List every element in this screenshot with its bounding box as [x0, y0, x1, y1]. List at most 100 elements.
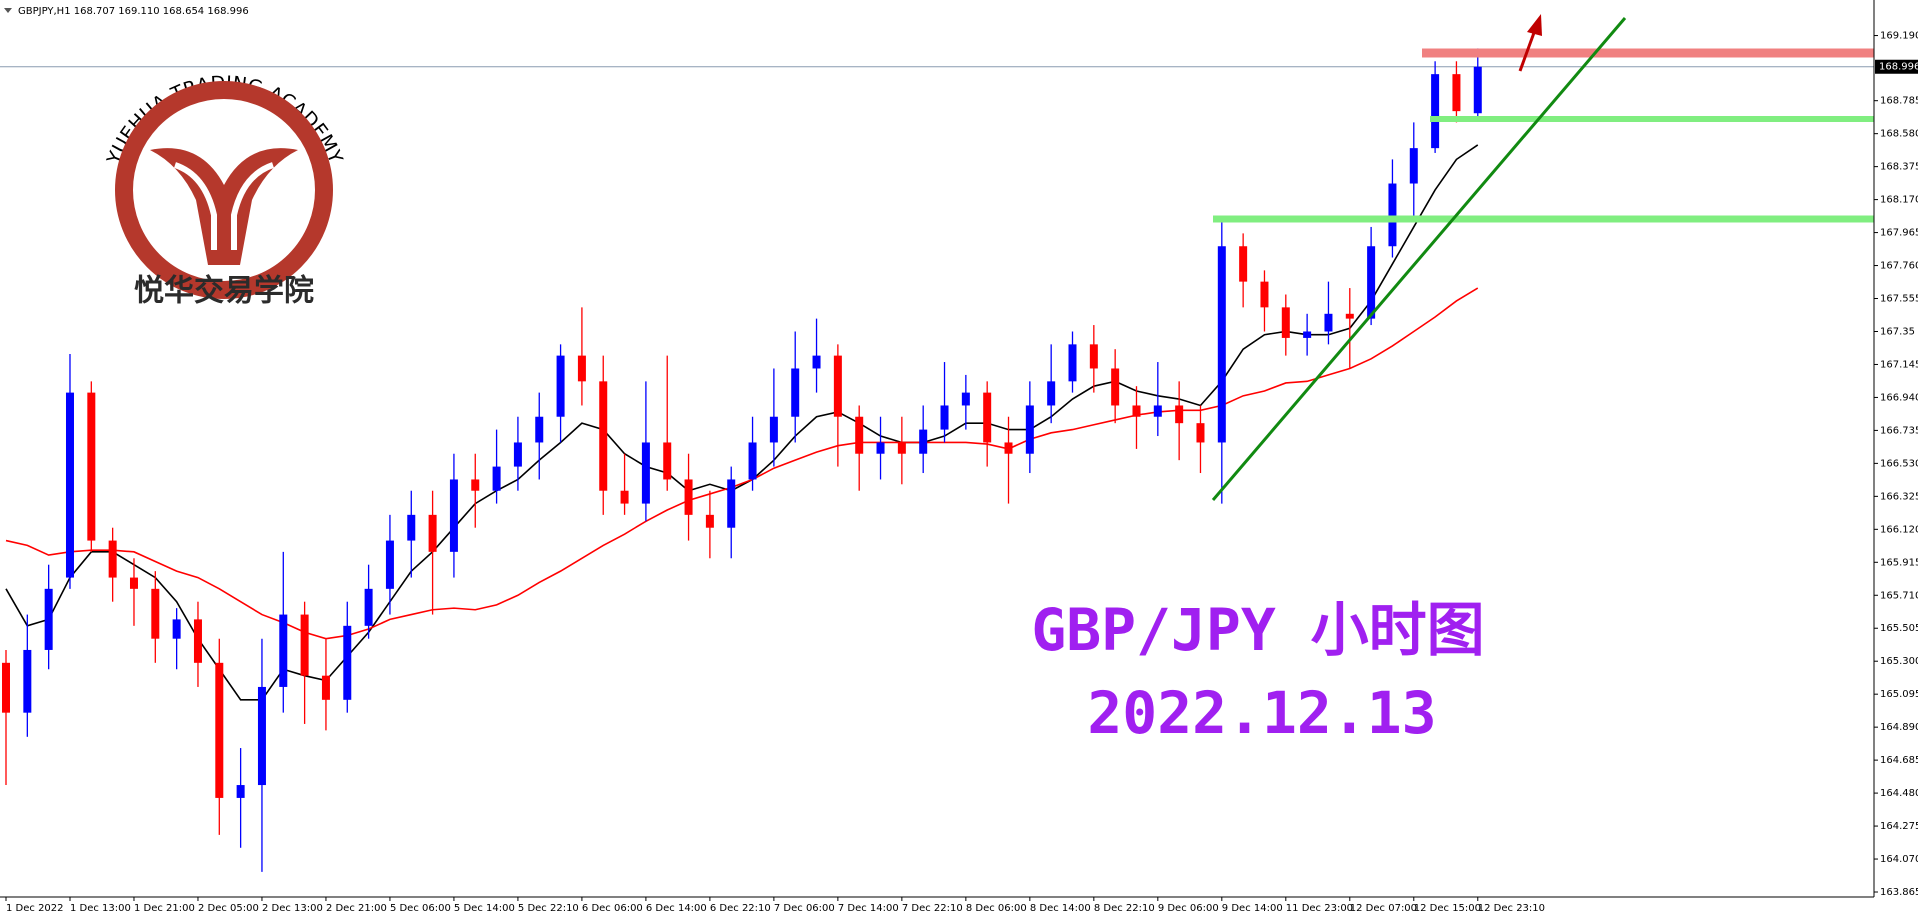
- candle-body: [129, 577, 138, 589]
- candle-body: [940, 405, 949, 430]
- x-tick-label: 7 Dec 14:00: [838, 903, 899, 914]
- x-tick-label: 7 Dec 22:10: [902, 903, 963, 914]
- arrow: [1518, 29, 1537, 72]
- y-tick-label: 169.190: [1880, 31, 1918, 42]
- x-tick-label: 5 Dec 06:00: [390, 903, 451, 914]
- candle-body: [257, 686, 266, 786]
- candle-body: [492, 466, 501, 491]
- candle-body: [577, 355, 586, 382]
- candle-body: [535, 416, 544, 443]
- x-tick-label: 1 Dec 13:00: [70, 903, 131, 914]
- y-tick-label: 164.070: [1880, 854, 1918, 865]
- candle-body: [87, 392, 96, 541]
- x-tick-label: 6 Dec 22:10: [710, 903, 771, 914]
- candle-body: [876, 442, 885, 454]
- price-label: 168.996: [1879, 62, 1918, 73]
- candle-body: [769, 416, 778, 443]
- y-tick-label: 165.095: [1880, 689, 1918, 700]
- y-tick-label: 168.785: [1880, 96, 1918, 107]
- annotation: GBP/JPY 小时图: [1031, 596, 1484, 664]
- candle-body: [343, 625, 352, 700]
- candle-body: [833, 355, 842, 417]
- x-tick-label: 1 Dec 21:00: [134, 903, 195, 914]
- candle-body: [727, 479, 736, 528]
- plot: [0, 48, 1874, 872]
- logo-name: 悦华交易学院: [134, 274, 314, 309]
- candle-body: [641, 442, 650, 504]
- x-tick-label: 8 Dec 22:10: [1094, 903, 1155, 914]
- candle-body: [663, 442, 672, 480]
- candle-body: [1132, 405, 1141, 417]
- candle-body: [919, 429, 928, 454]
- candle-body: [1068, 344, 1077, 382]
- candle-body: [1111, 368, 1120, 406]
- y-tick-label: 166.735: [1880, 425, 1918, 436]
- candle-body: [1431, 74, 1440, 149]
- y-tick-label: 167.760: [1880, 261, 1918, 272]
- y-tick-label: 167.35: [1880, 326, 1915, 337]
- candle-body: [215, 662, 224, 798]
- candle-body: [193, 619, 202, 663]
- price-label-box: [1875, 59, 1918, 74]
- x-tick-label: 12 Dec 07:00: [1350, 903, 1417, 914]
- candle-body: [364, 588, 373, 626]
- candle-body: [236, 785, 245, 798]
- candle-body: [983, 392, 992, 443]
- candle-body: [1473, 66, 1482, 114]
- x-tick-label: 9 Dec 06:00: [1158, 903, 1219, 914]
- x-tick-label: 9 Dec 14:00: [1222, 903, 1283, 914]
- candle-body: [620, 490, 629, 504]
- x-tick-label: 7 Dec 06:00: [774, 903, 835, 914]
- candle-body: [1196, 423, 1205, 443]
- y-tick-label: 164.890: [1880, 722, 1918, 733]
- y-tick-label: 165.710: [1880, 590, 1918, 601]
- candle-body: [1175, 405, 1184, 424]
- candle-body: [791, 368, 800, 417]
- candle-body: [1089, 344, 1098, 369]
- candle-body: [1324, 313, 1333, 332]
- candle-body: [151, 588, 160, 639]
- candle-body: [1047, 381, 1056, 406]
- menu-triangle: [4, 8, 12, 13]
- y-tick-label: 167.965: [1880, 228, 1918, 239]
- y-tick-label: 165.505: [1880, 623, 1918, 634]
- candle-body: [1452, 74, 1461, 112]
- candle-body: [1388, 183, 1397, 247]
- candle-body: [1239, 246, 1248, 282]
- moving-average: [5, 144, 1479, 701]
- candle-body: [1409, 148, 1418, 184]
- y-tick-label: 166.120: [1880, 524, 1918, 535]
- candle-body: [897, 442, 906, 454]
- trend-line: [1211, 17, 1627, 501]
- y-tick-label: 166.940: [1880, 392, 1918, 403]
- candle-body: [279, 614, 288, 687]
- candle-body: [407, 514, 416, 541]
- annotation: 2022.12.13: [1087, 679, 1436, 747]
- x-tick-label: 12 Dec 15:00: [1414, 903, 1481, 914]
- y-tick-label: 164.685: [1880, 755, 1918, 766]
- candle-body: [748, 442, 757, 480]
- candle-body: [172, 619, 181, 639]
- candle-body: [321, 675, 330, 700]
- x-tick-label: 2 Dec 05:00: [198, 903, 259, 914]
- candle-body: [684, 479, 693, 515]
- x-tick-label: 12 Dec 23:10: [1478, 903, 1545, 914]
- y-tick-label: 165.300: [1880, 656, 1918, 667]
- y-tick-label: 164.480: [1880, 788, 1918, 799]
- candle-body: [428, 514, 437, 552]
- y-tick-label: 168.580: [1880, 129, 1918, 140]
- x-tick-label: 11 Dec 23:00: [1286, 903, 1353, 914]
- candle-body: [449, 479, 458, 552]
- logo-ring: [115, 81, 333, 299]
- candle-body: [855, 416, 864, 454]
- candle-body: [599, 381, 608, 491]
- x-tick-label: 8 Dec 14:00: [1030, 903, 1091, 914]
- candle-body: [1004, 442, 1013, 454]
- arrow-head: [1527, 14, 1542, 36]
- x-tick-label: 2 Dec 21:00: [326, 903, 387, 914]
- candle-body: [300, 614, 309, 676]
- y-tick-label: 168.375: [1880, 162, 1918, 173]
